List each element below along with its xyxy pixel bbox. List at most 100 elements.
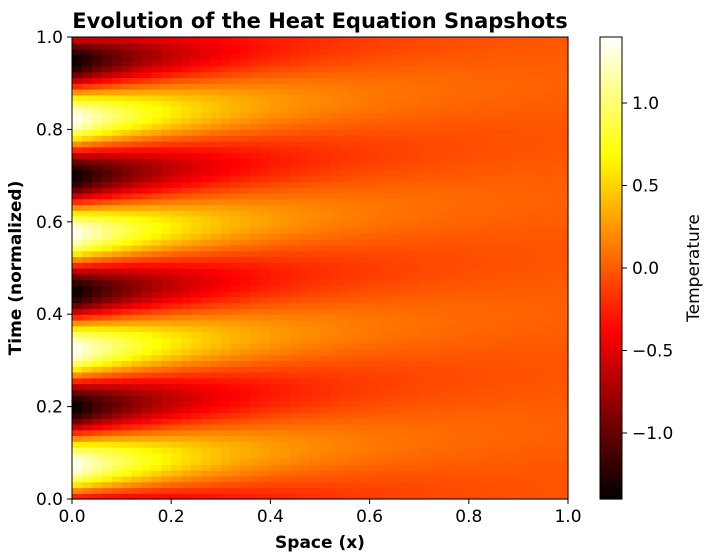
heatmap-cell — [171, 169, 182, 177]
heatmap-cell — [359, 146, 371, 154]
heatmap-cell — [270, 169, 281, 177]
heatmap-cell — [508, 458, 519, 465]
heatmap-cell — [280, 146, 291, 154]
heatmap-cell — [210, 146, 222, 154]
heatmap-cell — [230, 429, 242, 437]
heatmap-cell — [121, 291, 133, 298]
heatmap-cell — [161, 279, 172, 286]
heatmap-cell — [230, 296, 242, 304]
heatmap-cell — [518, 412, 529, 419]
heatmap-cell — [498, 475, 510, 483]
heatmap-cell — [240, 423, 252, 431]
heatmap-cell — [270, 423, 281, 431]
heatmap-cell — [260, 447, 271, 454]
heatmap-cell — [538, 54, 549, 61]
heatmap-cell — [439, 268, 450, 275]
heatmap-cell — [439, 302, 450, 310]
heatmap-cell — [161, 418, 172, 425]
heatmap-cell — [220, 227, 232, 234]
heatmap-cell — [320, 117, 331, 125]
heatmap-cell — [419, 60, 430, 67]
heatmap-cell — [111, 464, 123, 471]
heatmap-cell — [290, 140, 301, 148]
heatmap-cell — [508, 262, 519, 269]
heatmap-cell — [300, 481, 311, 489]
heatmap-cell — [250, 273, 262, 281]
heatmap-cell — [329, 273, 341, 281]
heatmap-cell — [171, 262, 182, 269]
heatmap-cell — [548, 458, 559, 465]
heatmap-cell — [260, 464, 271, 471]
heatmap-cell — [458, 65, 470, 73]
heatmap-cell — [81, 210, 93, 217]
heatmap-cell — [320, 487, 331, 494]
heatmap-cell — [151, 250, 162, 258]
heatmap-cell — [538, 308, 549, 315]
heatmap-cell — [468, 337, 480, 344]
heatmap-cell — [81, 493, 93, 500]
heatmap-cell — [250, 331, 262, 338]
colorbar-segment — [600, 144, 622, 150]
heatmap-cell — [478, 366, 490, 373]
heatmap-cell — [409, 198, 420, 206]
heatmap-cell — [458, 331, 470, 338]
colorbar-segment — [600, 429, 622, 435]
heatmap-cell — [399, 366, 410, 373]
heatmap-cell — [230, 88, 242, 96]
heatmap-cell — [141, 383, 152, 390]
heatmap-cell — [191, 146, 202, 154]
heatmap-cell — [468, 360, 480, 367]
heatmap-cell — [339, 412, 351, 419]
heatmap-cell — [458, 158, 470, 165]
heatmap-cell — [419, 106, 430, 113]
heatmap-cell — [508, 42, 519, 50]
heatmap-cell — [121, 175, 133, 182]
heatmap-cell — [419, 452, 430, 460]
heatmap-cell — [389, 250, 400, 258]
heatmap-cell — [488, 123, 500, 131]
heatmap-cell — [339, 83, 351, 90]
heatmap-cell — [369, 371, 381, 379]
heatmap-cell — [409, 475, 420, 483]
heatmap-cell — [538, 395, 549, 402]
heatmap-cell — [111, 54, 123, 61]
heatmap-cell — [389, 42, 400, 50]
heatmap-cell — [101, 54, 113, 61]
heatmap-cell — [210, 135, 222, 142]
heatmap-cell — [458, 135, 470, 142]
heatmap-cell — [409, 395, 420, 402]
heatmap-cell — [151, 94, 162, 102]
heatmap-cell — [389, 296, 400, 304]
heatmap-cell — [131, 435, 143, 442]
heatmap-cell — [468, 94, 480, 102]
heatmap-cell — [419, 216, 430, 223]
heatmap-cell — [210, 112, 222, 119]
heatmap-cell — [91, 135, 103, 142]
heatmap-cell — [91, 348, 103, 356]
heatmap-cell — [320, 83, 331, 90]
heatmap-cell — [508, 400, 519, 408]
heatmap-cell — [220, 123, 232, 131]
heatmap-cell — [409, 279, 420, 286]
heatmap-cell — [290, 441, 301, 448]
heatmap-cell — [339, 198, 351, 206]
heatmap-cell — [161, 123, 172, 131]
heatmap-cell — [339, 181, 351, 188]
heatmap-cell — [240, 175, 252, 182]
heatmap-cell — [141, 65, 152, 73]
heatmap-cell — [320, 262, 331, 269]
heatmap-cell — [200, 192, 212, 200]
heatmap-cell — [448, 470, 460, 477]
heatmap-cell — [458, 42, 470, 50]
heatmap-cell — [191, 169, 202, 177]
heatmap-cell — [240, 164, 252, 171]
heatmap-cell — [498, 164, 510, 171]
heatmap-cell — [389, 100, 400, 107]
heatmap-cell — [538, 181, 549, 188]
heatmap-cell — [478, 187, 490, 194]
heatmap-cell — [171, 216, 182, 223]
colorbar-segment — [600, 37, 622, 42]
heatmap-cell — [399, 100, 410, 107]
heatmap-cell — [320, 77, 331, 84]
